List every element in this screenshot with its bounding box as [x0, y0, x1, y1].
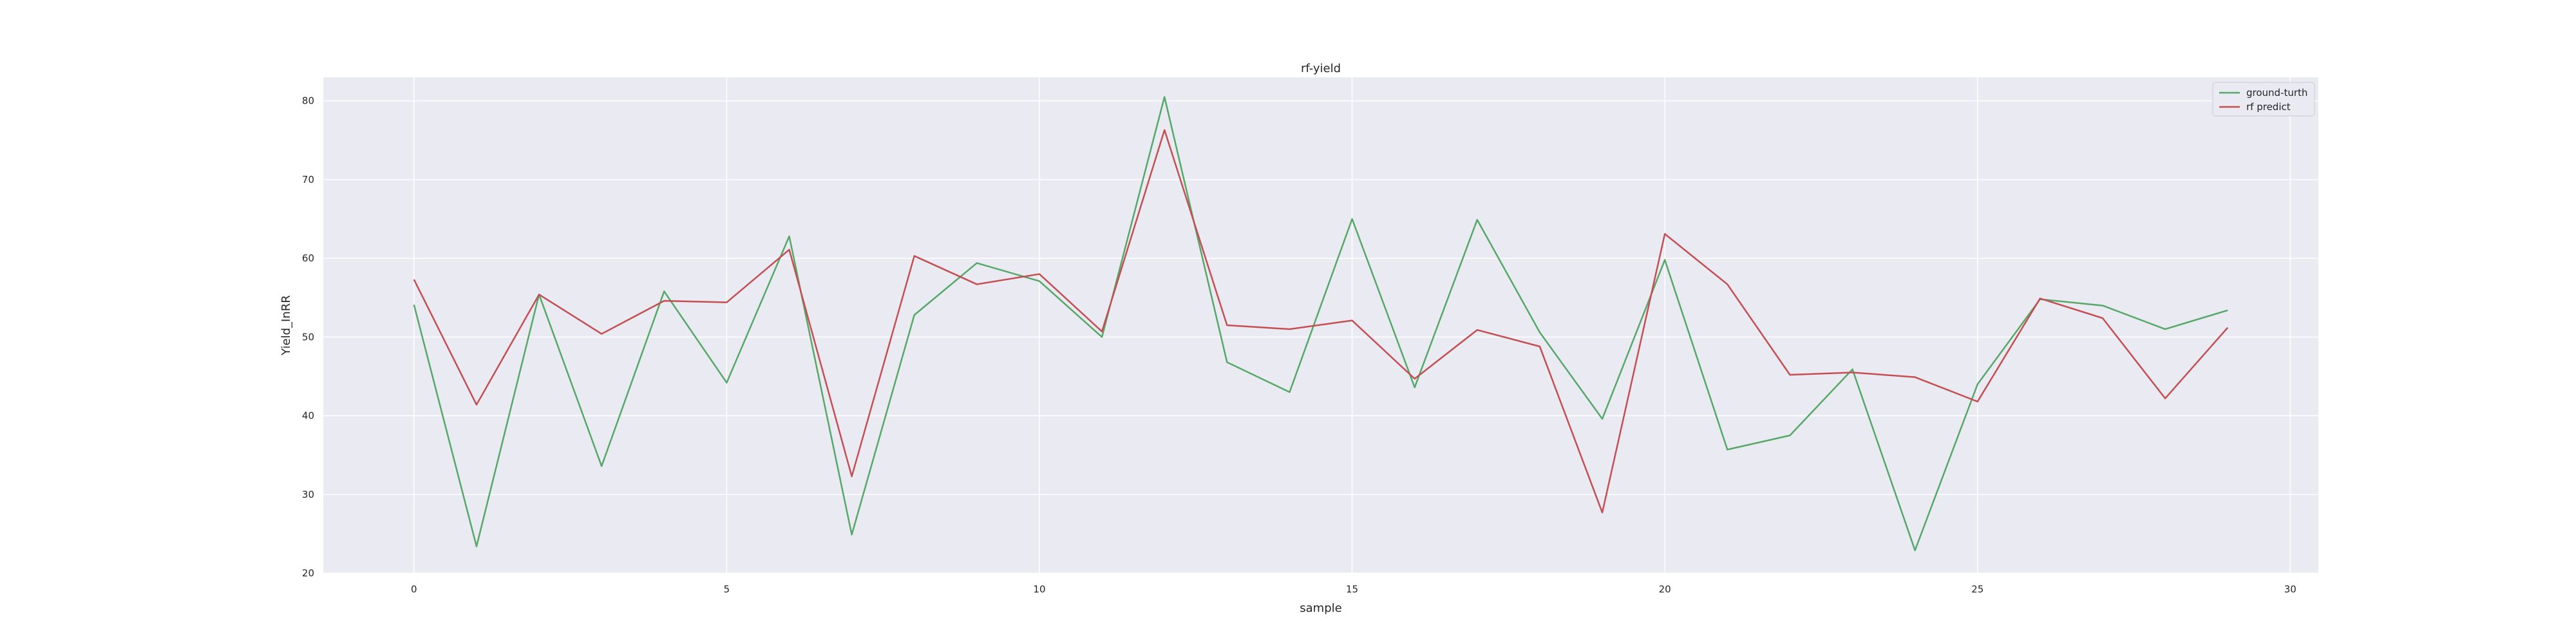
y-tick-label: 50 [302, 331, 314, 343]
x-tick-label: 25 [1971, 583, 1984, 595]
grid-lines [323, 77, 2318, 574]
series-lines [413, 96, 2229, 551]
series-line-0 [413, 96, 2228, 551]
x-tick-label: 0 [411, 583, 417, 595]
y-axis-ticks: 20 30 40 50 60 70 80 [302, 95, 314, 579]
y-axis-label: Yield_InRR [279, 295, 293, 356]
x-tick-label: 10 [1033, 583, 1045, 595]
legend: ground-turth rf predict [2212, 82, 2315, 117]
legend-label: ground-turth [2246, 87, 2307, 99]
chart-title: rf-yield [1301, 62, 1341, 75]
y-tick-label: 80 [302, 95, 314, 107]
y-tick-label: 20 [302, 567, 314, 579]
y-tick-label: 40 [302, 410, 314, 422]
series-line-1 [413, 129, 2229, 514]
x-tick-label: 15 [1346, 583, 1358, 595]
x-tick-label: 20 [1659, 583, 1671, 595]
x-tick-label: 5 [724, 583, 730, 595]
x-axis-label: sample [1300, 601, 1341, 615]
y-tick-label: 60 [302, 252, 314, 264]
x-tick-label: 30 [2284, 583, 2297, 595]
y-tick-label: 70 [302, 174, 314, 185]
y-tick-label: 30 [302, 489, 314, 500]
x-axis-ticks: 0 5 10 15 20 25 30 [411, 583, 2297, 595]
legend-label: rf predict [2246, 101, 2291, 113]
